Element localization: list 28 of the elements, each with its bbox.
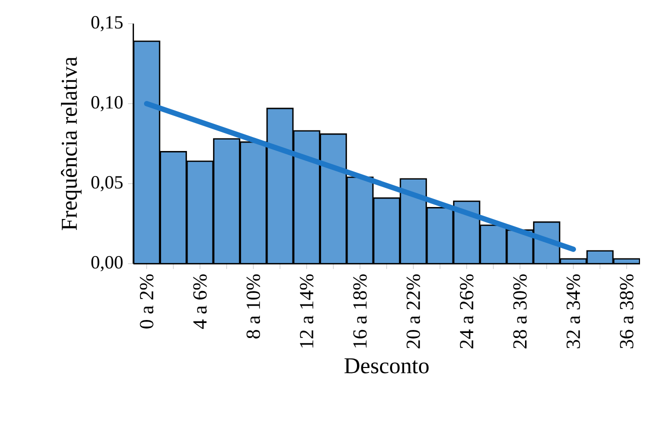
bar (480, 225, 506, 264)
x-tick-label: 16 a 18% (353, 274, 367, 348)
y-tick-label: 0,05 (91, 176, 123, 192)
bar (134, 41, 160, 264)
bar (320, 134, 346, 264)
bar (187, 161, 213, 264)
bar (240, 142, 266, 264)
x-tick-label: 20 a 22% (406, 274, 420, 348)
x-tick-label: 28 a 30% (513, 274, 527, 348)
bar (267, 108, 293, 264)
x-tick-label: 36 a 38% (620, 274, 634, 348)
x-axis-title: Desconto (344, 358, 429, 374)
y-tick-label: 0,10 (91, 96, 123, 112)
y-tick-label: 0,00 (91, 256, 123, 272)
bar (214, 138, 240, 264)
y-axis-title: Frequência relativa (60, 56, 82, 230)
x-tick-label: 0 a 2% (140, 274, 154, 328)
bar (160, 152, 186, 264)
x-tick-label: 12 a 14% (300, 274, 314, 348)
x-tick-label: 24 a 26% (460, 274, 474, 348)
x-tick-label: 32 a 34% (566, 274, 580, 348)
x-tick-label: 4 a 6% (193, 274, 207, 329)
bar (347, 177, 373, 264)
bar (294, 130, 320, 264)
bar (427, 208, 453, 264)
x-tick-label: 8 a 10% (246, 274, 260, 338)
y-tick-label: 0,15 (91, 16, 123, 32)
bar (374, 198, 400, 264)
